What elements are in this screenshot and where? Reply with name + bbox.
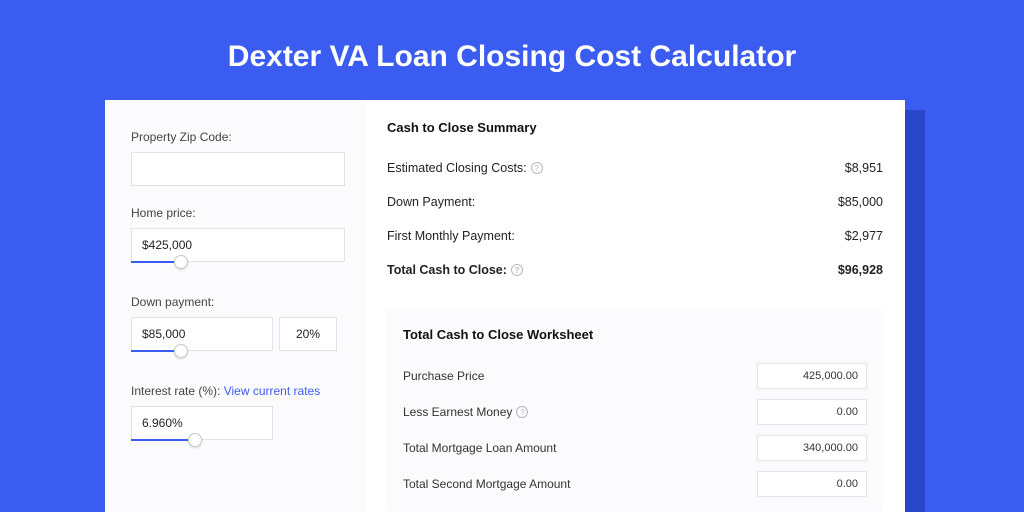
page-background: Dexter VA Loan Closing Cost Calculator P… [0, 0, 1024, 512]
worksheet-row-input[interactable] [757, 363, 867, 389]
help-icon[interactable]: ? [511, 264, 523, 276]
home-price-group: Home price: [131, 206, 345, 275]
down-payment-input[interactable] [131, 317, 273, 351]
zip-group: Property Zip Code: [131, 130, 345, 186]
worksheet-row-label: Less Earnest Money? [403, 405, 528, 419]
worksheet-title: Total Cash to Close Worksheet [403, 327, 867, 342]
worksheet-row: Less Earnest Money? [403, 394, 867, 430]
summary-row-value: $96,928 [838, 263, 883, 277]
home-price-input[interactable] [131, 228, 345, 262]
summary-row-label-text: Down Payment: [387, 195, 475, 209]
worksheet-panel: Total Cash to Close Worksheet Purchase P… [387, 309, 883, 512]
summary-row: First Monthly Payment: $2,977 [387, 219, 883, 253]
summary-row-label-text: First Monthly Payment: [387, 229, 515, 243]
worksheet-row-input[interactable] [757, 435, 867, 461]
worksheet-row-label: Purchase Price [403, 369, 484, 383]
summary-rows: Estimated Closing Costs:? $8,951 Down Paym… [387, 151, 883, 287]
page-title: Dexter VA Loan Closing Cost Calculator [0, 0, 1024, 74]
summary-row: Estimated Closing Costs:? $8,951 [387, 151, 883, 185]
results-main: Cash to Close Summary Estimated Closing … [365, 100, 905, 512]
summary-row-label: First Monthly Payment: [387, 229, 515, 243]
worksheet-row: Total Mortgage Loan Amount [403, 430, 867, 466]
worksheet-rows: Purchase Price Less Earnest Money? Total M… [403, 358, 867, 502]
home-price-label: Home price: [131, 206, 345, 220]
home-price-slider-track [131, 261, 174, 263]
interest-rate-slider[interactable] [131, 439, 273, 453]
help-icon[interactable]: ? [531, 162, 543, 174]
worksheet-row-label-text: Less Earnest Money [403, 405, 512, 419]
inputs-sidebar: Property Zip Code: Home price: Down paym… [105, 100, 365, 512]
summary-row-label-text: Total Cash to Close: [387, 263, 507, 277]
summary-row-value: $85,000 [838, 195, 883, 209]
summary-row-label-text: Estimated Closing Costs: [387, 161, 527, 175]
worksheet-row-input[interactable] [757, 399, 867, 425]
down-payment-label: Down payment: [131, 295, 345, 309]
worksheet-row: Purchase Price [403, 358, 867, 394]
view-rates-link[interactable]: View current rates [224, 384, 321, 398]
worksheet-row-label: Total Second Mortgage Amount [403, 477, 570, 491]
home-price-slider-handle[interactable] [174, 255, 188, 269]
summary-row: Total Cash to Close:? $96,928 [387, 253, 883, 287]
interest-rate-slider-track [131, 439, 188, 441]
summary-title: Cash to Close Summary [387, 120, 883, 135]
summary-row: Down Payment: $85,000 [387, 185, 883, 219]
summary-row-label: Total Cash to Close:? [387, 263, 523, 277]
summary-row-value: $8,951 [845, 161, 883, 175]
summary-row-label: Down Payment: [387, 195, 475, 209]
down-payment-slider[interactable] [131, 350, 273, 364]
summary-row-label: Estimated Closing Costs:? [387, 161, 543, 175]
worksheet-row-input[interactable] [757, 471, 867, 497]
interest-rate-label-text: Interest rate (%): [131, 384, 220, 398]
worksheet-row: Total Second Mortgage Amount [403, 466, 867, 502]
worksheet-row-label-text: Purchase Price [403, 369, 484, 383]
home-price-slider[interactable] [131, 261, 345, 275]
worksheet-row-label-text: Total Second Mortgage Amount [403, 477, 570, 491]
interest-rate-input[interactable] [131, 406, 273, 440]
zip-label: Property Zip Code: [131, 130, 345, 144]
interest-rate-label: Interest rate (%): View current rates [131, 384, 345, 398]
worksheet-row-label: Total Mortgage Loan Amount [403, 441, 556, 455]
interest-rate-group: Interest rate (%): View current rates [131, 384, 345, 453]
summary-row-value: $2,977 [845, 229, 883, 243]
down-payment-pct-input[interactable] [279, 317, 337, 351]
down-payment-group: Down payment: [131, 295, 345, 364]
down-payment-slider-handle[interactable] [174, 344, 188, 358]
interest-rate-slider-handle[interactable] [188, 433, 202, 447]
worksheet-row-label-text: Total Mortgage Loan Amount [403, 441, 556, 455]
down-payment-slider-track [131, 350, 174, 352]
zip-input[interactable] [131, 152, 345, 186]
help-icon[interactable]: ? [516, 406, 528, 418]
calculator-card: Property Zip Code: Home price: Down paym… [105, 100, 905, 512]
